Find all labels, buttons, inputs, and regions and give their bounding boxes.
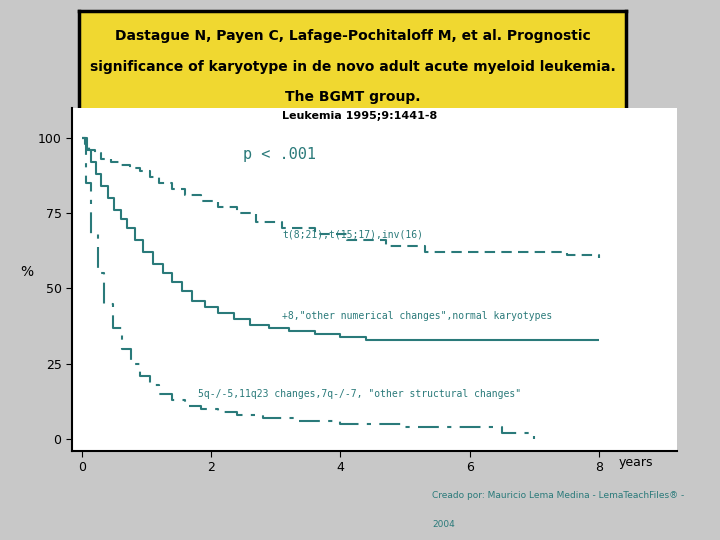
Text: Creado por: Mauricio Lema Medina - LemaTeachFiles® -: Creado por: Mauricio Lema Medina - LemaT… <box>432 490 684 500</box>
Text: 2004: 2004 <box>432 520 455 529</box>
Text: 5q-/-5,11q23 changes,7q-/-7, "other structural changes": 5q-/-5,11q23 changes,7q-/-7, "other stru… <box>198 389 521 399</box>
Text: t(8;21),t(15;17),inv(16): t(8;21),t(15;17),inv(16) <box>282 230 423 239</box>
Text: years: years <box>618 456 653 469</box>
Text: p < .001: p < .001 <box>243 147 316 162</box>
Y-axis label: %: % <box>20 266 33 280</box>
Text: significance of karyotype in de novo adult acute myeloid leukemia.: significance of karyotype in de novo adu… <box>90 59 616 73</box>
Text: Leukemia 1995;9:1441-8: Leukemia 1995;9:1441-8 <box>282 111 438 121</box>
Text: The BGMT group.: The BGMT group. <box>285 90 420 104</box>
Text: +8,"other numerical changes",normal karyotypes: +8,"other numerical changes",normal kary… <box>282 310 552 321</box>
Text: Dastague N, Payen C, Lafage-Pochitaloff M, et al. Prognostic: Dastague N, Payen C, Lafage-Pochitaloff … <box>115 29 590 43</box>
